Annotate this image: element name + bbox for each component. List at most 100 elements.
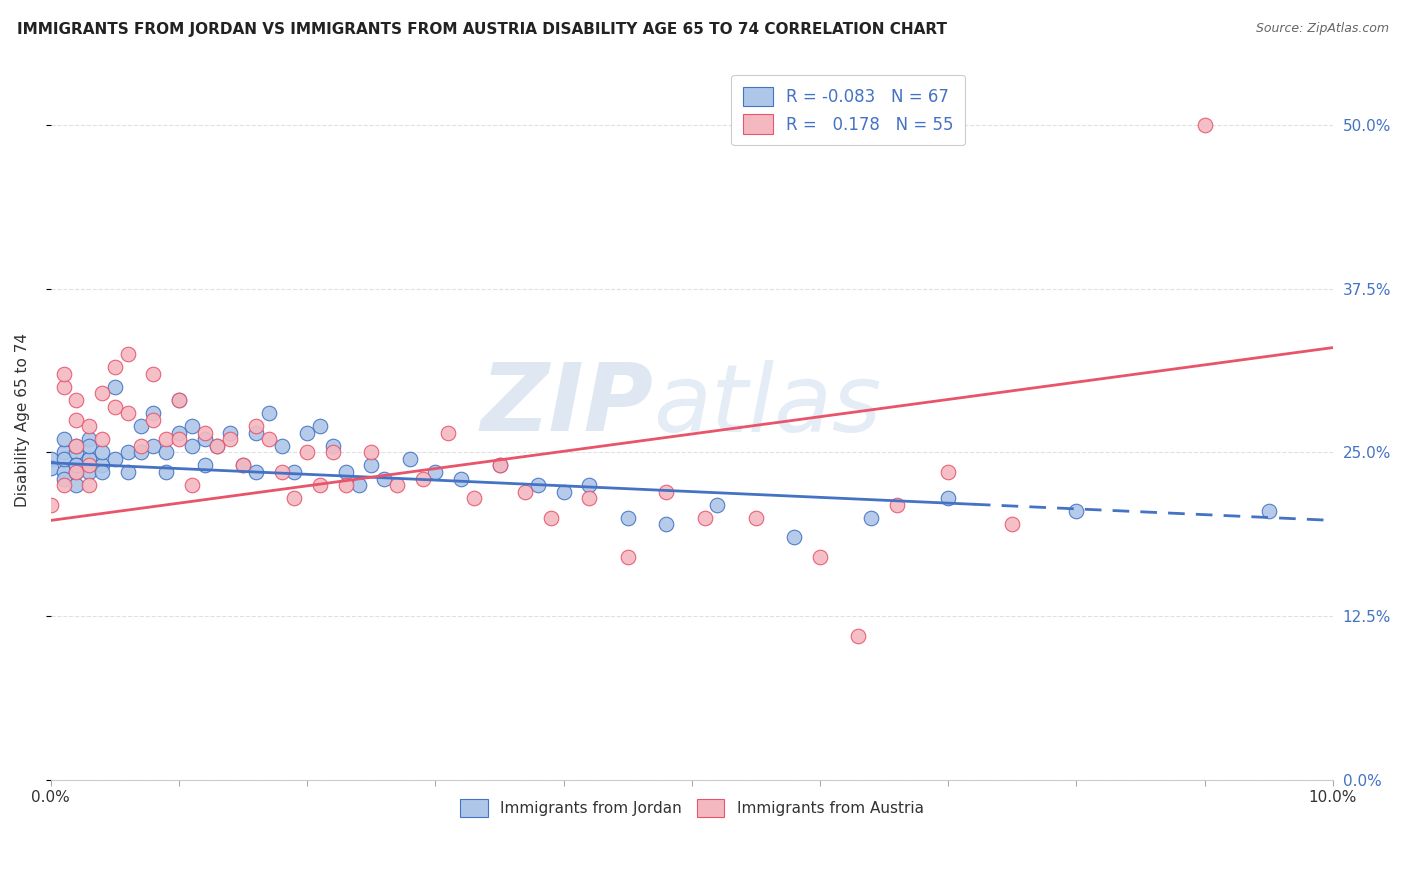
Point [886, 498, 908, 512]
Point [52, 478, 75, 492]
Point [245, 465, 267, 479]
Point [1194, 118, 1216, 132]
Point [194, 458, 217, 473]
Point [450, 471, 472, 485]
Point [117, 445, 139, 459]
Point [79, 451, 101, 466]
Point [335, 465, 357, 479]
Point [783, 530, 806, 544]
Point [79, 465, 101, 479]
Point [52, 380, 75, 394]
Point [167, 392, 190, 407]
Point [65, 392, 87, 407]
Point [79, 432, 101, 446]
Point [745, 510, 768, 524]
Point [257, 432, 280, 446]
Point [936, 491, 959, 505]
Point [360, 445, 382, 459]
Point [142, 412, 165, 426]
Point [848, 629, 870, 643]
Point [117, 406, 139, 420]
Point [65, 465, 87, 479]
Text: atlas: atlas [654, 359, 882, 450]
Point [155, 465, 177, 479]
Point [463, 491, 485, 505]
Point [309, 478, 332, 492]
Y-axis label: Disability Age 65 to 74: Disability Age 65 to 74 [15, 333, 30, 507]
Point [706, 498, 728, 512]
Point [79, 458, 101, 473]
Point [322, 439, 344, 453]
Point [297, 425, 319, 440]
Text: Source: ZipAtlas.com: Source: ZipAtlas.com [1256, 22, 1389, 36]
Point [219, 432, 242, 446]
Point [616, 510, 638, 524]
Point [91, 445, 114, 459]
Point [65, 478, 87, 492]
Point [79, 451, 101, 466]
Point [155, 432, 177, 446]
Point [52, 445, 75, 459]
Point [167, 392, 190, 407]
Point [129, 439, 152, 453]
Point [398, 451, 420, 466]
Point [194, 425, 217, 440]
Point [1257, 504, 1279, 518]
Point [270, 439, 292, 453]
Point [553, 484, 575, 499]
Point [232, 458, 254, 473]
Point [488, 458, 510, 473]
Text: IMMIGRANTS FROM JORDAN VS IMMIGRANTS FROM AUSTRIA DISABILITY AGE 65 TO 74 CORREL: IMMIGRANTS FROM JORDAN VS IMMIGRANTS FRO… [17, 22, 946, 37]
Point [1066, 504, 1088, 518]
Point [104, 380, 127, 394]
Point [578, 478, 600, 492]
Point [79, 439, 101, 453]
Point [616, 550, 638, 565]
Point [39, 451, 62, 466]
Point [232, 458, 254, 473]
Point [65, 445, 87, 459]
Point [79, 478, 101, 492]
Point [104, 360, 127, 375]
Point [194, 432, 217, 446]
Point [655, 517, 678, 532]
Point [155, 445, 177, 459]
Point [52, 432, 75, 446]
Point [91, 465, 114, 479]
Point [52, 471, 75, 485]
Point [257, 406, 280, 420]
Point [515, 484, 537, 499]
Point [91, 432, 114, 446]
Point [693, 510, 716, 524]
Point [347, 478, 370, 492]
Point [91, 458, 114, 473]
Point [180, 439, 202, 453]
Point [283, 465, 305, 479]
Point [129, 419, 152, 434]
Point [808, 550, 831, 565]
Point [39, 498, 62, 512]
Point [142, 406, 165, 420]
Point [385, 478, 408, 492]
Point [322, 445, 344, 459]
Point [167, 425, 190, 440]
Point [117, 465, 139, 479]
Point [65, 458, 87, 473]
Point [65, 458, 87, 473]
Point [309, 419, 332, 434]
Point [655, 484, 678, 499]
Point [297, 445, 319, 459]
Text: ZIP: ZIP [481, 359, 654, 451]
Point [373, 471, 395, 485]
Point [52, 451, 75, 466]
Point [245, 419, 267, 434]
Point [488, 458, 510, 473]
Point [270, 465, 292, 479]
Point [65, 439, 87, 453]
Point [65, 412, 87, 426]
Point [65, 465, 87, 479]
Point [412, 471, 434, 485]
Point [245, 425, 267, 440]
Point [437, 425, 460, 440]
Point [142, 367, 165, 381]
